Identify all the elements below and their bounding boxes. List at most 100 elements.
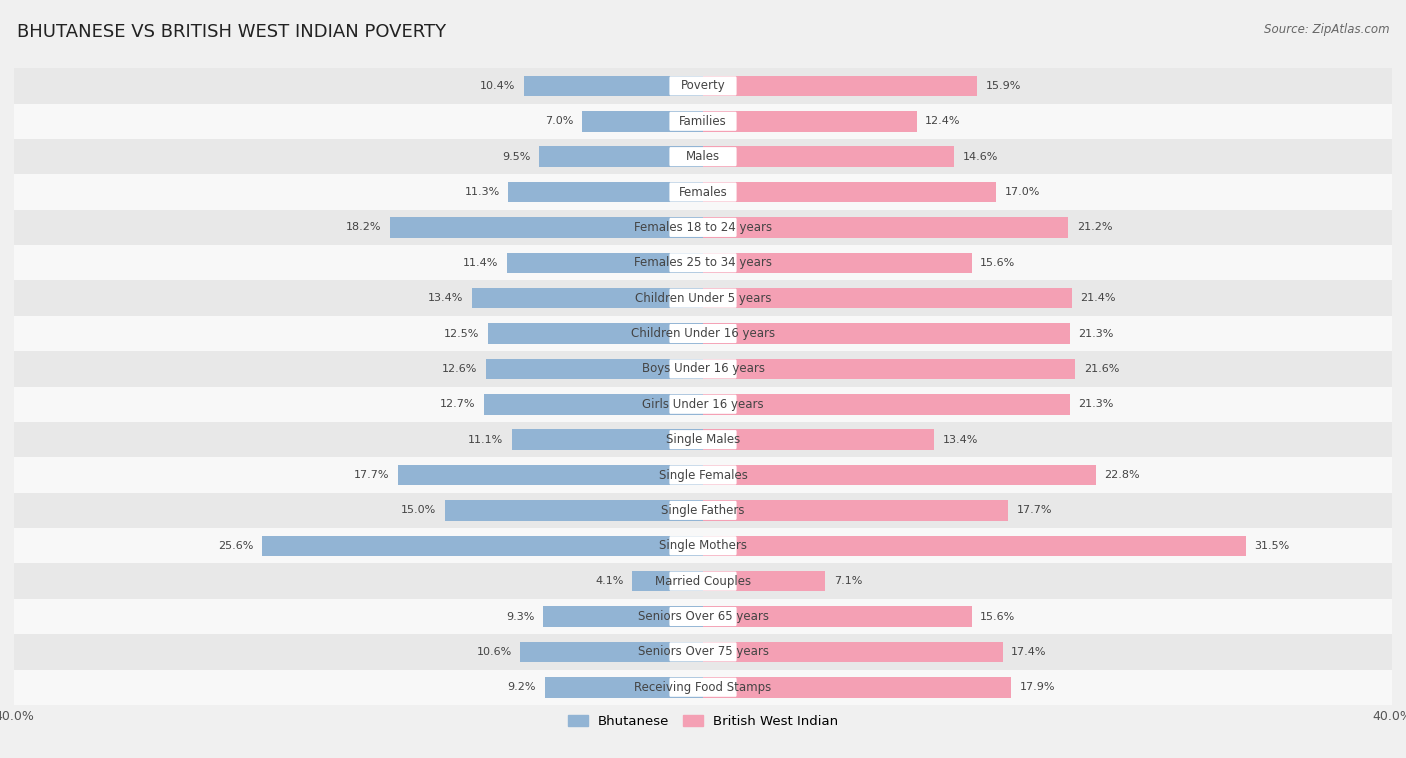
FancyBboxPatch shape <box>669 289 737 308</box>
Bar <box>703 606 972 627</box>
Text: Single Males: Single Males <box>666 433 740 446</box>
Text: Single Fathers: Single Fathers <box>661 504 745 517</box>
Bar <box>14 351 1392 387</box>
Bar <box>14 493 1392 528</box>
Bar <box>14 422 1392 457</box>
Text: Females: Females <box>679 186 727 199</box>
Text: 18.2%: 18.2% <box>346 222 381 233</box>
FancyBboxPatch shape <box>669 395 737 414</box>
Text: Boys Under 16 years: Boys Under 16 years <box>641 362 765 375</box>
Text: 22.8%: 22.8% <box>1104 470 1140 480</box>
Text: 17.0%: 17.0% <box>1004 187 1040 197</box>
Text: Poverty: Poverty <box>681 80 725 92</box>
Text: 11.1%: 11.1% <box>468 434 503 445</box>
Bar <box>703 394 1070 415</box>
Text: 21.3%: 21.3% <box>1078 328 1114 339</box>
Bar <box>703 252 972 273</box>
Bar <box>582 111 703 132</box>
Bar <box>703 465 1095 485</box>
Bar <box>14 139 1392 174</box>
Bar <box>14 210 1392 245</box>
Bar <box>14 563 1392 599</box>
Bar <box>14 457 1392 493</box>
Text: 15.9%: 15.9% <box>986 81 1021 91</box>
Text: 13.4%: 13.4% <box>429 293 464 303</box>
Text: Seniors Over 65 years: Seniors Over 65 years <box>637 610 769 623</box>
Text: 17.9%: 17.9% <box>1019 682 1056 692</box>
Bar <box>703 571 825 591</box>
Text: 21.3%: 21.3% <box>1078 399 1114 409</box>
Text: Females 25 to 34 years: Females 25 to 34 years <box>634 256 772 269</box>
Bar <box>506 252 703 273</box>
Bar <box>520 641 703 662</box>
FancyBboxPatch shape <box>669 183 737 202</box>
Text: Seniors Over 75 years: Seniors Over 75 years <box>637 645 769 659</box>
Text: Single Females: Single Females <box>658 468 748 481</box>
Text: 7.0%: 7.0% <box>546 116 574 127</box>
Bar <box>703 429 934 450</box>
FancyBboxPatch shape <box>669 253 737 272</box>
FancyBboxPatch shape <box>669 536 737 556</box>
Text: Females 18 to 24 years: Females 18 to 24 years <box>634 221 772 234</box>
Bar <box>389 217 703 238</box>
Bar <box>14 174 1392 210</box>
Bar <box>544 677 703 697</box>
FancyBboxPatch shape <box>669 465 737 484</box>
Bar <box>14 669 1392 705</box>
Bar <box>14 599 1392 634</box>
Text: 10.4%: 10.4% <box>479 81 515 91</box>
Text: 17.4%: 17.4% <box>1011 647 1047 657</box>
FancyBboxPatch shape <box>669 147 737 166</box>
FancyBboxPatch shape <box>669 501 737 520</box>
Bar <box>512 429 703 450</box>
FancyBboxPatch shape <box>669 430 737 449</box>
FancyBboxPatch shape <box>669 642 737 662</box>
Text: 21.2%: 21.2% <box>1077 222 1112 233</box>
Text: 31.5%: 31.5% <box>1254 540 1289 551</box>
Bar <box>524 76 703 96</box>
Bar <box>444 500 703 521</box>
Text: 12.6%: 12.6% <box>441 364 478 374</box>
Bar <box>14 528 1392 563</box>
Bar <box>703 359 1076 379</box>
Text: 15.6%: 15.6% <box>980 612 1015 622</box>
Text: 10.6%: 10.6% <box>477 647 512 657</box>
Text: Families: Families <box>679 114 727 128</box>
FancyBboxPatch shape <box>669 572 737 590</box>
Bar <box>703 111 917 132</box>
Text: 14.6%: 14.6% <box>963 152 998 161</box>
Text: 12.7%: 12.7% <box>440 399 475 409</box>
Text: 13.4%: 13.4% <box>942 434 977 445</box>
Bar <box>703 217 1069 238</box>
Text: 21.4%: 21.4% <box>1080 293 1116 303</box>
Bar <box>488 323 703 344</box>
Text: Children Under 16 years: Children Under 16 years <box>631 327 775 340</box>
Text: 11.3%: 11.3% <box>464 187 499 197</box>
Text: Children Under 5 years: Children Under 5 years <box>634 292 772 305</box>
Text: BHUTANESE VS BRITISH WEST INDIAN POVERTY: BHUTANESE VS BRITISH WEST INDIAN POVERTY <box>17 23 446 41</box>
Legend: Bhutanese, British West Indian: Bhutanese, British West Indian <box>562 709 844 733</box>
Bar <box>703 323 1070 344</box>
Text: 9.2%: 9.2% <box>508 682 536 692</box>
Text: Single Mothers: Single Mothers <box>659 539 747 553</box>
Bar <box>703 182 995 202</box>
Text: 9.5%: 9.5% <box>502 152 531 161</box>
Text: 15.0%: 15.0% <box>401 506 436 515</box>
Text: 17.7%: 17.7% <box>354 470 389 480</box>
Bar <box>14 316 1392 351</box>
Bar <box>703 146 955 167</box>
Bar <box>543 606 703 627</box>
Bar <box>703 76 977 96</box>
Bar <box>262 535 703 556</box>
Bar <box>509 182 703 202</box>
Text: Males: Males <box>686 150 720 163</box>
Bar <box>540 146 703 167</box>
Text: Receiving Food Stamps: Receiving Food Stamps <box>634 681 772 694</box>
Text: 12.4%: 12.4% <box>925 116 960 127</box>
Bar <box>14 68 1392 104</box>
Bar <box>484 394 703 415</box>
FancyBboxPatch shape <box>669 77 737 96</box>
Bar <box>14 104 1392 139</box>
Text: 9.3%: 9.3% <box>506 612 534 622</box>
Bar <box>703 288 1071 309</box>
